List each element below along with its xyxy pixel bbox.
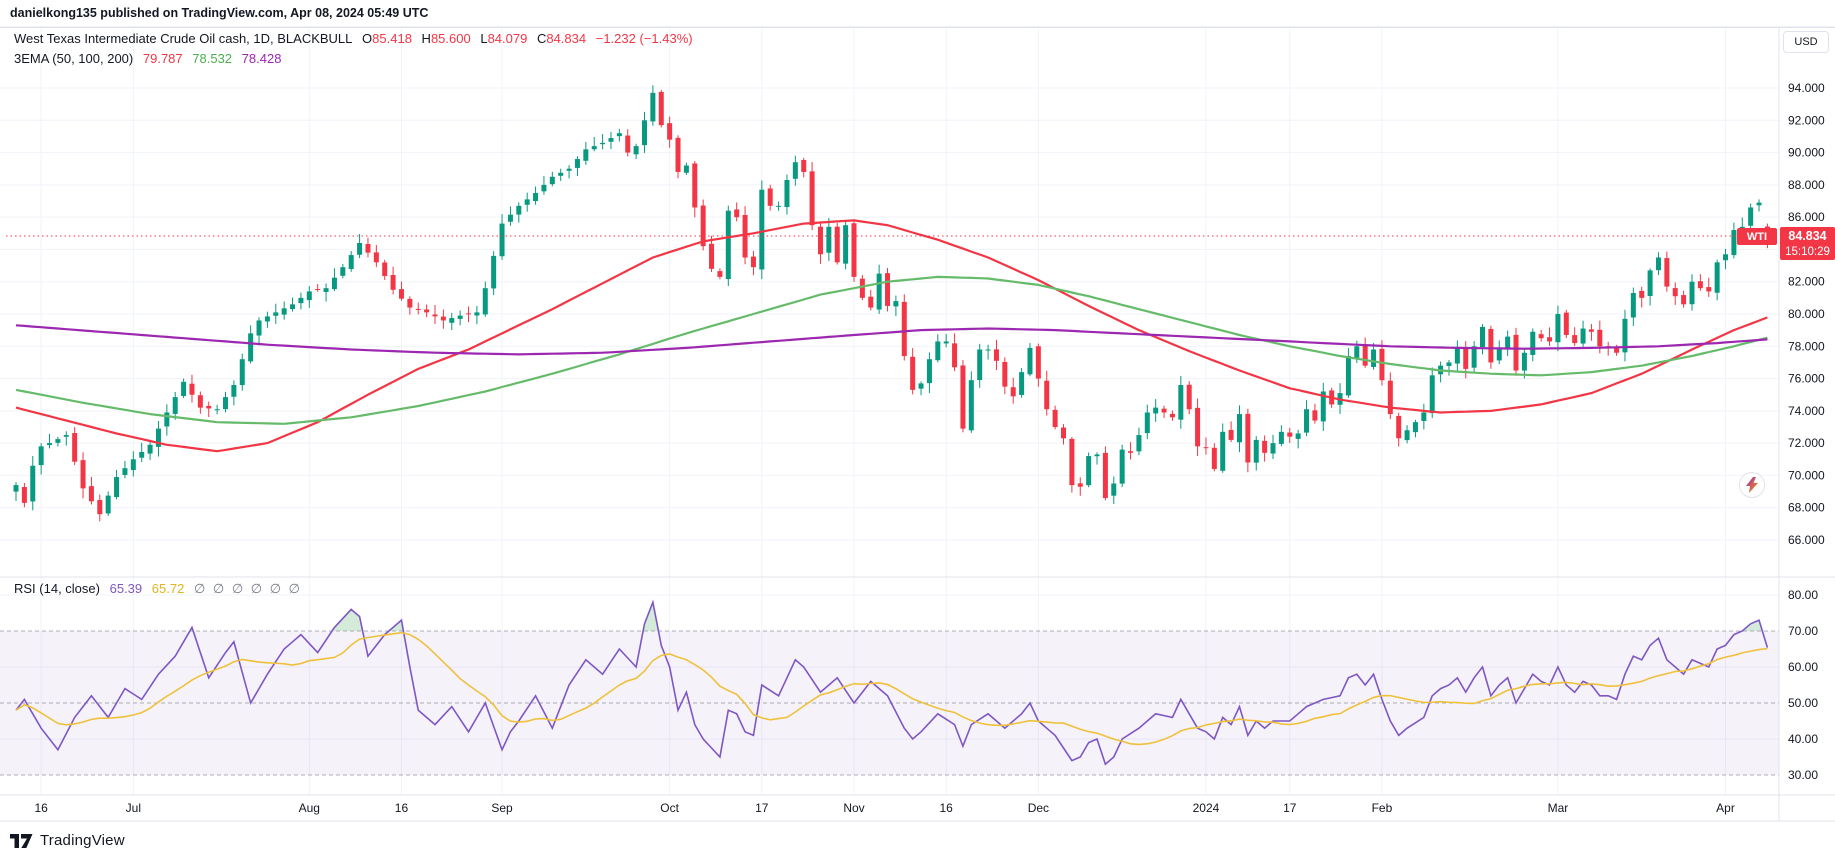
rsi-ma-value: 65.72	[151, 581, 185, 596]
ema200-value: 78.428	[241, 51, 282, 66]
ema-legend[interactable]: 3EMA (50, 100, 200) 79.787 78.532 78.428	[14, 51, 281, 66]
time-tick-label: 16	[34, 801, 48, 815]
time-tick-label: Oct	[660, 801, 679, 815]
price-tick-label: 88.000	[1788, 178, 1825, 192]
price-tick-label: 90.000	[1788, 146, 1825, 160]
price-tick-label: 82.000	[1788, 275, 1825, 289]
ema-legend-label: 3EMA (50, 100, 200)	[14, 51, 134, 66]
time-tick-label: Mar	[1548, 801, 1569, 815]
ohlc-low-value: 84.079	[487, 31, 528, 46]
symbol-flag-text: WTI	[1746, 230, 1768, 243]
ohlc-low-label: L	[480, 31, 488, 46]
time-tick-label: 17	[755, 801, 769, 815]
price-tick-label: 72.000	[1788, 436, 1825, 450]
rsi-pane	[0, 630, 1779, 776]
symbol-legend[interactable]: West Texas Intermediate Crude Oil cash, …	[14, 31, 693, 46]
lightning-icon	[1746, 477, 1758, 493]
attribution-text: danielkong135 published on TradingView.c…	[10, 6, 429, 20]
rsi-tick-label: 30.00	[1788, 768, 1818, 782]
time-tick-label: 2024	[1193, 801, 1220, 815]
tradingview-logo[interactable]: TradingView	[10, 832, 125, 849]
time-tick-label: 16	[940, 801, 954, 815]
time-tick-label: Aug	[299, 801, 320, 815]
time-tick-label: Sep	[491, 801, 513, 815]
time-tick-label: Apr	[1716, 801, 1735, 815]
tradingview-logo-icon	[10, 833, 33, 848]
time-tick-label: 16	[395, 801, 409, 815]
rsi-axis[interactable]: 80.00 70.00 60.00 50.00 40.00 30.00	[1788, 588, 1818, 782]
price-tick-label: 74.000	[1788, 404, 1825, 418]
currency-button[interactable]: USD	[1783, 31, 1829, 53]
rsi-line	[15, 599, 1769, 766]
price-tick-label: 70.000	[1788, 468, 1825, 482]
symbol-price-flag: WTI	[1737, 228, 1777, 245]
price-tick-label: 86.000	[1788, 210, 1825, 224]
ema50-value: 79.787	[142, 51, 183, 66]
ohlc-close-value: 84.834	[546, 31, 587, 46]
last-price-axis-label: 84.834 15:10:29	[1780, 227, 1835, 260]
price-tick-label: 94.000	[1788, 81, 1825, 95]
symbol-title: West Texas Intermediate Crude Oil cash, …	[14, 31, 353, 46]
price-tick-label: 76.000	[1788, 372, 1825, 386]
tradingview-logo-text: TradingView	[40, 832, 125, 849]
footer-bar	[0, 822, 1835, 857]
time-axis[interactable]: 16 Jul Aug 16 Sep Oct 17 Nov 16 Dec 2024 17 Feb Mar Ap…	[34, 801, 1734, 815]
rsi-tick-label: 80.00	[1788, 588, 1818, 602]
price-tick-label: 78.000	[1788, 339, 1825, 353]
ema100-value: 78.532	[192, 51, 233, 66]
rsi-overbought-fill	[189, 602, 1763, 631]
time-tick-label: 17	[1283, 801, 1297, 815]
rsi-toggle-icons[interactable]: ∅ ∅ ∅ ∅ ∅ ∅	[193, 581, 302, 596]
ohlc-open-label: O	[362, 31, 373, 46]
pane-borders	[0, 26, 1835, 822]
rsi-tick-label: 70.00	[1788, 624, 1818, 638]
rsi-ma-line	[15, 631, 1768, 746]
change-value: −1.232 (−1.43%)	[595, 31, 693, 46]
boost-button[interactable]	[1739, 472, 1765, 498]
price-tick-label: 92.000	[1788, 113, 1825, 127]
rsi-tick-label: 40.00	[1788, 732, 1818, 746]
rsi-value: 65.39	[109, 581, 143, 596]
last-price-value: 84.834	[1788, 229, 1827, 243]
time-tick-label: Dec	[1028, 801, 1049, 815]
rsi-tick-label: 60.00	[1788, 660, 1818, 674]
price-tick-label: 68.000	[1788, 501, 1825, 515]
time-tick-label: Feb	[1372, 801, 1393, 815]
ema-line-ema-100	[15, 275, 1768, 425]
ohlc-open-value: 85.418	[372, 31, 412, 46]
currency-label: USD	[1794, 36, 1818, 48]
time-tick-label: Nov	[843, 801, 864, 815]
price-axis[interactable]: 94.00092.00090.00088.00086.00084.00082.0…	[1788, 81, 1825, 547]
time-tick-label: Jul	[126, 801, 141, 815]
rsi-legend-label: RSI (14, close)	[14, 581, 100, 596]
rsi-legend[interactable]: RSI (14, close) 65.39 65.72 ∅ ∅ ∅ ∅ ∅ ∅	[14, 581, 302, 597]
bar-countdown: 15:10:29	[1785, 245, 1830, 258]
rsi-tick-label: 50.00	[1788, 696, 1818, 710]
candles	[13, 85, 1770, 522]
ema-line-ema-50	[15, 219, 1768, 453]
ohlc-high-label: H	[421, 31, 431, 46]
price-tick-label: 66.000	[1788, 533, 1825, 547]
ohlc-close-label: C	[536, 31, 547, 46]
ema-line-ema-200	[15, 324, 1768, 356]
price-tick-label: 80.000	[1788, 307, 1825, 321]
ohlc-high-value: 85.600	[430, 31, 471, 46]
